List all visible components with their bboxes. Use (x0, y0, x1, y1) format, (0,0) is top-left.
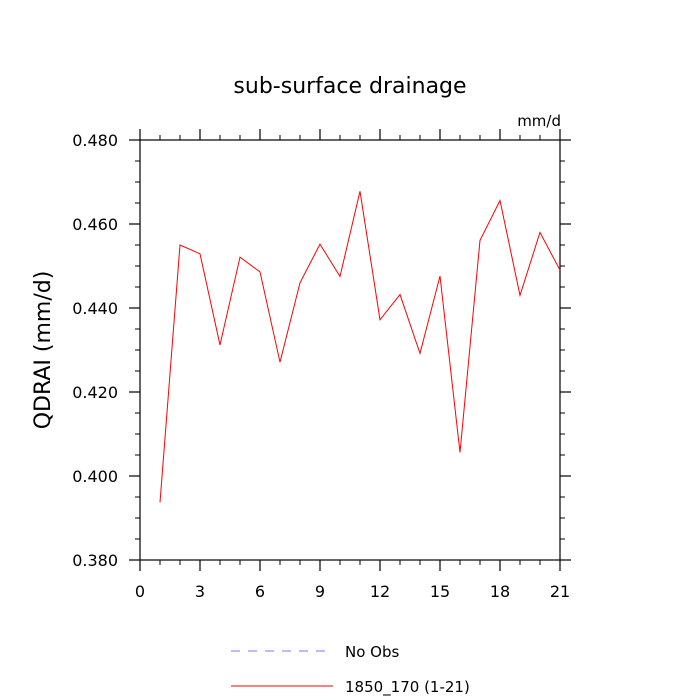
series-line-0 (159, 191, 561, 503)
series-layer (159, 191, 561, 503)
axis-ticks: 0 3 6 9 12 15 18 21 0.380 0.400 0.420 0.440 0.460 0.4… (72, 129, 571, 601)
x-tick-label: 6 (255, 582, 265, 601)
y-tick-label: 0.460 (72, 215, 118, 234)
x-tick-label: 18 (490, 582, 510, 601)
legend: No Obs 1850_170 (1-21) (231, 643, 470, 697)
x-tick-label: 9 (315, 582, 325, 601)
y-tick-label: 0.400 (72, 467, 118, 486)
y-tick-label: 0.380 (72, 551, 118, 570)
x-tick-label: 3 (195, 582, 205, 601)
y-axis-label: QDRAI (mm/d) (31, 271, 56, 430)
x-tick-label: 15 (430, 582, 450, 601)
y-tick-label: 0.440 (72, 299, 118, 318)
legend-label-1850-170: 1850_170 (1-21) (345, 678, 470, 697)
x-tick-label: 12 (370, 582, 390, 601)
legend-label-no-obs: No Obs (345, 643, 399, 661)
x-tick-label: 21 (550, 582, 570, 601)
chart-title: sub-surface drainage (233, 74, 466, 99)
y-tick-label: 0.420 (72, 383, 118, 402)
y-tick-label: 0.480 (72, 131, 118, 150)
x-tick-label: 0 (135, 582, 145, 601)
plot-frame (139, 139, 561, 561)
units-label: mm/d (517, 112, 561, 130)
